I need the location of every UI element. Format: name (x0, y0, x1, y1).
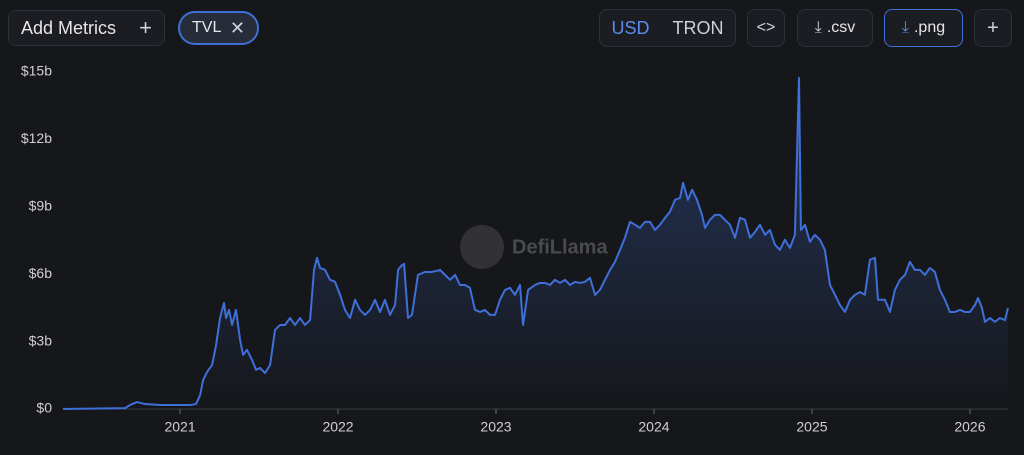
embed-button[interactable]: <> (747, 9, 785, 47)
x-tick-label: 2023 (480, 419, 511, 435)
watermark: DefiLlama (460, 225, 608, 269)
currency-switch: USD TRON (599, 9, 736, 47)
y-tick-label: $6b (29, 265, 53, 281)
csv-label: .csv (826, 19, 856, 36)
y-tick-label: $9b (29, 198, 53, 214)
add-chart-button[interactable]: + (974, 9, 1012, 47)
download-icon: ⤓ (901, 19, 909, 36)
y-tick-label: $0 (36, 400, 52, 416)
y-tick-label: $3b (29, 332, 53, 348)
x-tick-label: 2024 (638, 419, 669, 435)
plus-icon: + (139, 15, 152, 40)
x-tick-label: 2025 (796, 419, 827, 435)
metric-pill[interactable]: TVL ✕ (178, 11, 259, 45)
currency-option[interactable]: USD (611, 17, 650, 38)
add-metrics-label: Add Metrics (21, 17, 117, 38)
tvl-line (62, 76, 1009, 410)
plus-icon: + (987, 16, 999, 39)
metric-label: TVL (192, 19, 222, 36)
x-tick-label: 2022 (322, 419, 353, 435)
png-button[interactable]: ⤓ .png (884, 9, 963, 47)
png-label: .png (913, 19, 946, 36)
area (63, 77, 1008, 409)
code-icon: <> (756, 19, 776, 36)
close-icon[interactable]: ✕ (229, 17, 245, 38)
x-tick-label: 2021 (164, 419, 195, 435)
currency-option[interactable]: TRON (672, 17, 724, 38)
y-tick-label: $15b (21, 63, 52, 79)
watermark-text: DefiLlama (512, 236, 608, 258)
add-metrics-button[interactable]: Add Metrics + (8, 10, 165, 46)
watermark-logo (460, 225, 504, 269)
y-tick-label: $12b (21, 130, 52, 146)
x-tick-label: 2026 (954, 419, 985, 435)
download-icon: ⤓ (814, 19, 822, 36)
csv-button[interactable]: ⤓ .csv (797, 9, 873, 47)
